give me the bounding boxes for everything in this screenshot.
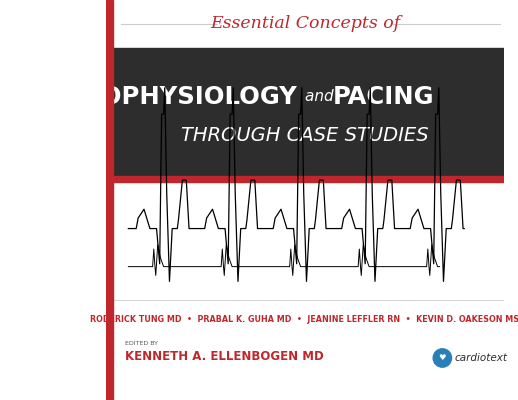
Text: and: and — [305, 89, 338, 104]
Circle shape — [433, 349, 452, 367]
Text: RODERICK TUNG MD  •  PRABAL K. GUHA MD  •  JEANINE LEFFLER RN  •  KEVIN D. OAKES: RODERICK TUNG MD • PRABAL K. GUHA MD • J… — [90, 316, 518, 324]
Text: EDITED BY: EDITED BY — [125, 341, 157, 346]
Text: THROUGH CASE STUDIES: THROUGH CASE STUDIES — [181, 126, 429, 144]
Bar — [113, 48, 504, 176]
Text: ♥: ♥ — [439, 354, 446, 362]
Text: PACING: PACING — [333, 85, 434, 109]
Bar — [106, 0, 113, 400]
Bar — [113, 176, 504, 182]
Text: cardiotext: cardiotext — [454, 353, 507, 363]
Text: Essential Concepts of: Essential Concepts of — [210, 16, 400, 32]
Text: KENNETH A. ELLENBOGEN MD: KENNETH A. ELLENBOGEN MD — [125, 350, 323, 362]
Text: ELECTROPHYSIOLOGY: ELECTROPHYSIOLOGY — [0, 85, 305, 109]
